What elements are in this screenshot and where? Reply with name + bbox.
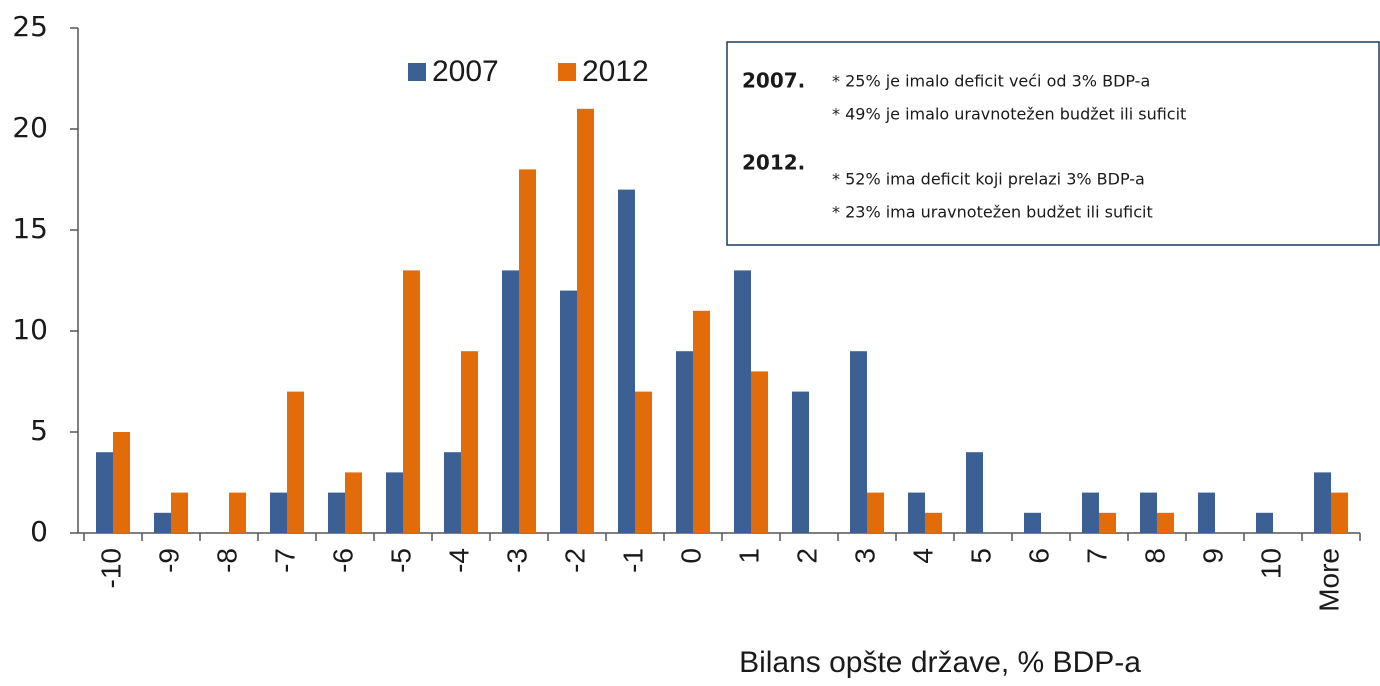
legend-swatch (558, 63, 576, 81)
y-tick-label: 15 (12, 212, 48, 245)
annotation-box (726, 41, 1380, 246)
bar (618, 189, 635, 533)
bar (966, 452, 983, 533)
legend-swatch (408, 63, 426, 81)
x-tick-label: -9 (153, 548, 184, 573)
x-tick-label: -6 (327, 548, 358, 573)
annotation-line: * 25% je imalo deficit veći od 3% BDP-a (832, 72, 1150, 91)
bar (751, 371, 768, 533)
y-tick-label: 20 (12, 111, 48, 144)
bar (1140, 492, 1157, 533)
bar (229, 492, 246, 533)
x-tick-label: -2 (559, 548, 590, 573)
bar (676, 351, 693, 533)
x-tick-label: 2 (791, 548, 822, 564)
annotation-line: * 23% ima uravnotežen budžet ili suficit (832, 203, 1153, 222)
x-tick-label: 1 (733, 548, 764, 564)
bar (519, 169, 536, 533)
bar (1198, 492, 1215, 533)
bar (1157, 512, 1174, 533)
x-tick-label: -8 (211, 548, 242, 573)
bar (925, 512, 942, 533)
bar (734, 270, 751, 533)
bar (693, 310, 710, 533)
bar (850, 351, 867, 533)
x-tick-label: 8 (1139, 548, 1170, 564)
bar (171, 492, 188, 533)
bar (867, 492, 884, 533)
y-tick-label: 25 (12, 10, 48, 43)
bar (1314, 472, 1331, 533)
bar (1024, 512, 1041, 533)
bar (403, 270, 420, 533)
bar (792, 391, 809, 533)
x-tick-label: 9 (1197, 548, 1228, 564)
bar (502, 270, 519, 533)
y-tick-label: 10 (12, 313, 48, 346)
annotation-year: 2007. (742, 69, 805, 93)
bar (1099, 512, 1116, 533)
bar (560, 290, 577, 533)
x-tick-label: 5 (965, 548, 996, 564)
x-tick-label: -3 (501, 548, 532, 573)
y-tick-label: 0 (30, 515, 48, 548)
x-tick-label: 4 (907, 548, 938, 564)
x-tick-label: -10 (95, 548, 126, 588)
bar (113, 432, 130, 533)
bar (1082, 492, 1099, 533)
x-tick-label: 0 (675, 548, 706, 564)
bar (386, 472, 403, 533)
x-tick-label: 6 (1023, 548, 1054, 564)
annotation-year: 2012. (742, 151, 805, 175)
bar (154, 512, 171, 533)
y-tick-label: 5 (30, 414, 48, 447)
bar (577, 108, 594, 534)
bar (96, 452, 113, 533)
bar (635, 391, 652, 533)
x-tick-label: -7 (269, 548, 300, 573)
legend-label: 2012 (582, 55, 649, 88)
x-tick-label: 10 (1255, 548, 1286, 579)
x-tick-label: -5 (385, 548, 416, 573)
annotation-line: * 52% ima deficit koji prelazi 3% BDP-a (832, 170, 1145, 189)
bar (461, 351, 478, 533)
x-tick-label: 3 (849, 548, 880, 564)
bar (908, 492, 925, 533)
x-tick-label: More (1313, 548, 1344, 612)
annotation-line: * 49% je imalo uravnotežen budžet ili su… (832, 105, 1186, 124)
x-tick-label: -4 (443, 548, 474, 573)
legend-label: 2007 (432, 55, 499, 88)
bar (1256, 512, 1273, 533)
bar (1331, 492, 1348, 533)
bar (345, 472, 362, 533)
x-axis-label: Bilans opšte države, % BDP-a (739, 646, 1141, 679)
bar (444, 452, 461, 533)
bar (270, 492, 287, 533)
bar (328, 492, 345, 533)
bar (287, 391, 304, 533)
x-tick-label: 7 (1081, 548, 1112, 564)
x-tick-label: -1 (617, 548, 648, 573)
